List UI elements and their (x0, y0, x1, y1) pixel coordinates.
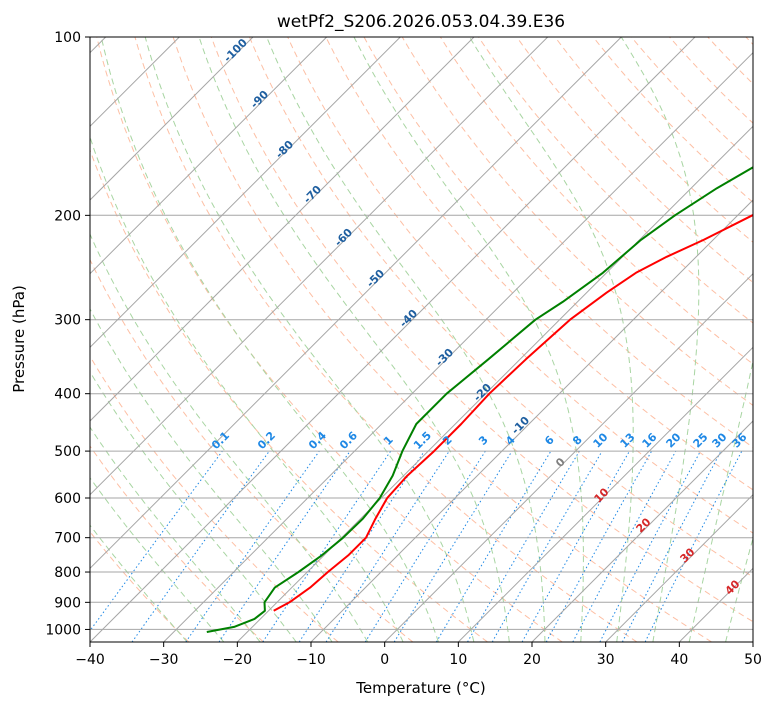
dry-adiabat-line (630, 37, 753, 164)
x-tick-label: −30 (149, 652, 179, 668)
isotherm-line (90, 37, 475, 422)
x-tick-label: −20 (223, 652, 253, 668)
y-axis-title: Pressure (hPa) (10, 285, 28, 393)
isotherm-line (90, 37, 549, 496)
y-tick-label: 200 (54, 208, 81, 224)
dry-adiabat-line (90, 445, 264, 642)
moist-adiabat-line (100, 37, 439, 642)
moist-adiabat-line (90, 524, 188, 642)
y-tick-label: 1000 (45, 622, 81, 638)
x-tick-label: −40 (75, 652, 105, 668)
dry-adiabat-line (210, 37, 753, 623)
moist-adiabat-line (266, 37, 546, 642)
isotherm-line (90, 37, 254, 201)
mixing-ratio-line (325, 450, 450, 642)
x-tick-label: −10 (296, 652, 326, 668)
moist-adiabat-line (90, 426, 261, 642)
x-tick-label: 0 (380, 652, 389, 668)
dry-adiabat-line (249, 37, 753, 578)
mixing-ratio-line (298, 450, 425, 642)
isotherm-line (90, 37, 401, 349)
moist-adiabat-line (90, 135, 404, 642)
dry-adiabat-line (439, 37, 753, 365)
dry-adiabat-line (401, 37, 753, 406)
mixing-ratio-line (393, 450, 513, 642)
mixing-ratio-line (545, 450, 653, 642)
profiles (206, 166, 753, 633)
y-tick-label: 400 (54, 387, 81, 403)
x-axis-title: Temperature (°C) (355, 679, 485, 697)
x-tick-label: 10 (449, 652, 467, 668)
y-tick-label: 100 (54, 30, 81, 46)
moist-adiabat-line (198, 37, 510, 642)
y-tick-label: 700 (54, 531, 81, 547)
y-tick-label: 500 (54, 444, 81, 460)
moist-adiabat-line (688, 358, 753, 642)
mixing-ratio-line (218, 450, 351, 642)
moist-adiabat-line (90, 370, 297, 642)
moist-adiabat-line (353, 37, 584, 642)
y-tick-label: 300 (54, 313, 81, 329)
y-axis-ticks: 100 200 300 400 500 600 700 800 900 1000 (45, 30, 90, 638)
plot-frame (89, 36, 754, 643)
isotherm-line (90, 37, 696, 642)
isotherm-line (90, 37, 622, 570)
mixing-ratio-line (185, 450, 320, 642)
mixing-ratio-line (644, 450, 743, 642)
isotherm-line (310, 199, 753, 642)
isotherm-line (163, 51, 753, 642)
isotherm-line (605, 493, 753, 642)
mixing-ratio-line (521, 450, 630, 642)
plot-area (90, 37, 753, 642)
y-tick-label: 900 (54, 595, 81, 611)
moist-adiabat-line (144, 37, 475, 642)
dry-adiabat-line (325, 37, 753, 491)
isotherm-line (457, 346, 753, 642)
x-tick-label: 30 (597, 652, 615, 668)
mixing-ratio-line (131, 450, 270, 642)
moist-adiabat-line (90, 308, 333, 642)
moist-adiabat-line (725, 536, 753, 642)
isotherm-line (384, 272, 753, 642)
mixing-ratio-line (90, 450, 223, 632)
chart-title: wetPf2_S206.2026.053.04.39.E36 (277, 12, 565, 32)
x-tick-label: 40 (670, 652, 688, 668)
x-tick-label: 20 (523, 652, 541, 668)
temperature-profile (273, 213, 753, 612)
x-axis-ticks: −40 −30 −20 −10 0 10 20 30 40 50 (75, 642, 762, 668)
y-tick-label: 800 (54, 565, 81, 581)
moist-adiabat-line (620, 37, 700, 642)
mixing-ratio-line (572, 450, 677, 642)
moist-adiabat-line (90, 476, 225, 642)
dry-adiabat-line (134, 37, 638, 642)
y-tick-label: 600 (54, 491, 81, 507)
isotherm-line (531, 420, 753, 642)
dry-adiabat-line (363, 37, 753, 449)
isotherm-line (90, 37, 328, 275)
x-tick-label: 50 (744, 652, 762, 668)
moist-adiabat-line (90, 232, 369, 642)
mixing-ratio-line (262, 450, 392, 642)
dewpoint-profile (206, 166, 753, 633)
